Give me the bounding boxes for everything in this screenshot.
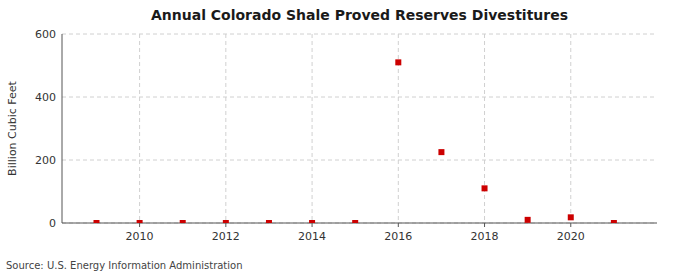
chart: 2010 2012 2014 2016 2018 2020 0 200 400 600 Billio… <box>0 0 675 275</box>
y-grid-line <box>62 97 657 98</box>
x-grid-line <box>312 34 313 223</box>
point <box>266 220 272 223</box>
x-tick-label: 2014 <box>298 230 326 243</box>
x-grid-line <box>225 34 226 223</box>
y-tick-label: 200 <box>35 154 56 167</box>
x-grid-line <box>139 34 140 223</box>
y-axis-label: Billion Cubic Feet <box>6 80 19 175</box>
point <box>137 220 143 223</box>
point <box>93 220 99 223</box>
x-axis-line <box>62 223 657 224</box>
x-tick-label: 2016 <box>384 230 412 243</box>
x-tick <box>312 223 313 227</box>
point <box>223 220 229 223</box>
point <box>568 214 574 220</box>
y-tick-label: 0 <box>49 217 56 230</box>
grid <box>62 34 657 223</box>
y-grid-line <box>62 160 657 161</box>
point <box>180 220 186 223</box>
x-tick-label: 2020 <box>557 230 585 243</box>
x-tick-label: 2012 <box>212 230 240 243</box>
x-tick <box>570 223 571 227</box>
x-tick-label: 2018 <box>471 230 499 243</box>
x-tick <box>398 223 399 227</box>
point <box>352 220 358 223</box>
x-axis: 2010 2012 2014 2016 2018 2020 <box>126 223 585 243</box>
point <box>395 59 401 65</box>
x-tick <box>139 223 140 227</box>
point <box>309 220 315 223</box>
source-note: Source: U.S. Energy Information Administ… <box>6 260 243 271</box>
y-grid-line <box>62 34 657 35</box>
y-axis: 0 200 400 600 <box>35 28 56 230</box>
x-tick-label: 2010 <box>126 230 154 243</box>
point <box>611 220 617 223</box>
x-tick <box>225 223 226 227</box>
y-grid-line <box>62 223 657 224</box>
x-grid-line <box>570 34 571 223</box>
point <box>525 217 531 223</box>
points <box>93 59 616 223</box>
x-tick <box>484 223 485 227</box>
y-tick-label: 600 <box>35 28 56 41</box>
title: Annual Colorado Shale Proved Reserves Di… <box>151 7 568 23</box>
point <box>438 149 444 155</box>
chart-container: 2010 2012 2014 2016 2018 2020 0 200 400 600 Billio… <box>0 0 675 275</box>
x-grid-line <box>484 34 485 223</box>
y-axis-line <box>62 34 63 223</box>
point <box>482 185 488 191</box>
y-tick-label: 400 <box>35 91 56 104</box>
